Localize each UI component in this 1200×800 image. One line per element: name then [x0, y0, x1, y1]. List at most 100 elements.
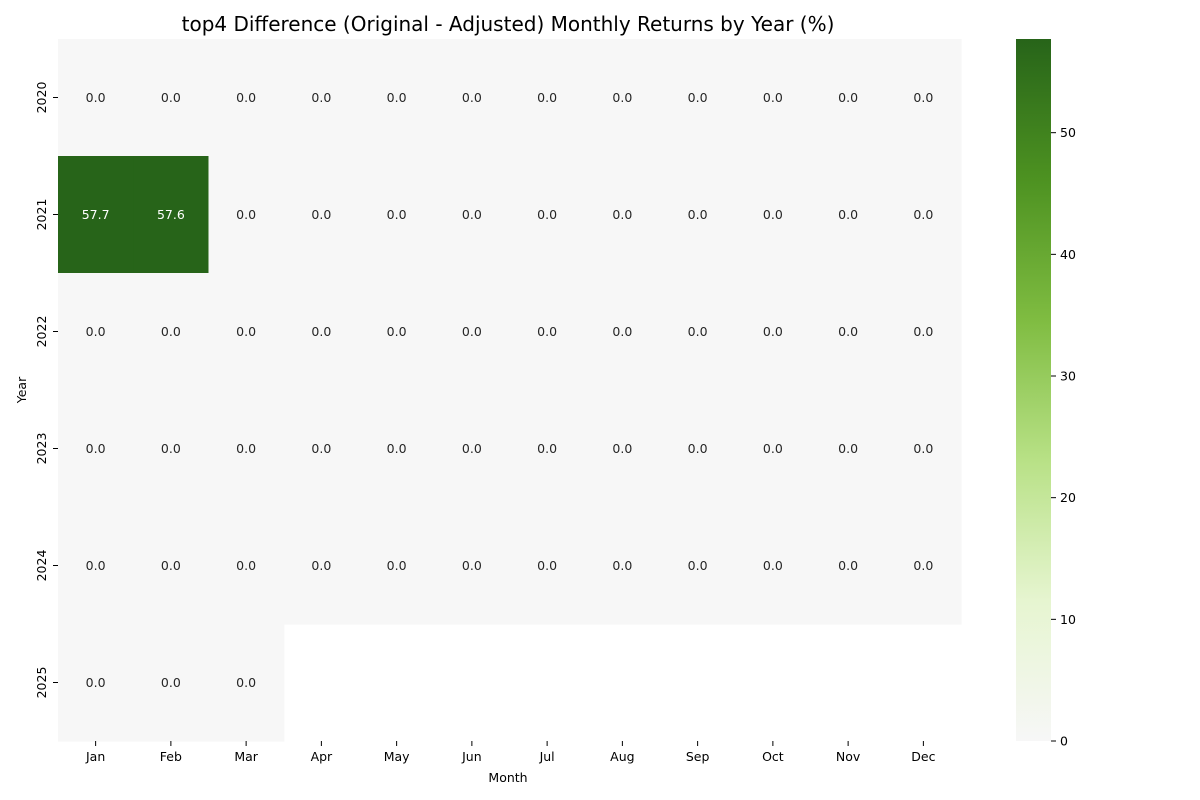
cell-label: 0.0: [612, 207, 632, 222]
cell-label: 0.0: [462, 90, 482, 105]
cell-label: 0.0: [462, 441, 482, 456]
heatmap-cell: [735, 507, 812, 625]
cell-label: 0.0: [311, 324, 331, 339]
heatmap-cell: [810, 156, 887, 274]
colorbar: 0 10 20 30 40 50: [1016, 39, 1076, 749]
cell-label: 0.0: [236, 90, 256, 105]
cell-label: 0.0: [161, 558, 181, 573]
cell-label: 0.0: [86, 324, 106, 339]
heatmap-cell: [208, 156, 285, 274]
heatmap-cell: [359, 156, 435, 274]
cell-label: 57.7: [82, 207, 110, 222]
cell-label: 0.0: [387, 207, 407, 222]
heatmap-cell: [133, 390, 210, 508]
heatmap-cell: [735, 156, 812, 274]
heatmap-cell: [133, 624, 210, 742]
heatmap-cell: [810, 390, 887, 508]
y-tick-label: 2020: [34, 82, 49, 114]
cell-label: 0.0: [387, 90, 407, 105]
cell-label: 0.0: [161, 441, 181, 456]
heatmap-cell: [660, 39, 736, 157]
colorbar-tick-label: 40: [1060, 247, 1076, 262]
x-axis-ticks: Jan Feb Mar Apr May Jun Jul Aug Sep Oct Nov Dec: [85, 741, 936, 764]
heatmap-cell: [885, 507, 962, 625]
heatmap-cell: [735, 273, 812, 391]
heatmap-cell: [885, 273, 962, 391]
heatmap-cell: [509, 156, 586, 274]
heatmap-cell: [208, 390, 285, 508]
cell-label: 0.0: [688, 324, 708, 339]
x-tick-label: Sep: [686, 749, 710, 764]
cell-label: 0.0: [537, 558, 557, 573]
heatmap-cell: [810, 273, 887, 391]
heatmap-cell-labels: 0.0 0.0 0.0 0.0 0.0 0.0 0.0 0.0 0.0 0.0 0.0 0.0 57.7…: [82, 90, 934, 690]
heatmap-cell: [434, 507, 511, 625]
cell-label: 0.0: [913, 441, 933, 456]
heatmap-cell: [584, 507, 661, 625]
heatmap-cell: [584, 156, 661, 274]
heatmap-cell: [283, 273, 360, 391]
cell-label: 0.0: [462, 558, 482, 573]
cell-label: 0.0: [86, 675, 106, 690]
cell-label: 0.0: [537, 441, 557, 456]
cell-label: 0.0: [311, 90, 331, 105]
heatmap-cell: [58, 273, 134, 391]
x-tick-label: Dec: [911, 749, 935, 764]
heatmap-cell: [208, 507, 285, 625]
heatmap-cell: [133, 507, 210, 625]
cell-label: 0.0: [913, 207, 933, 222]
heatmap-cell: [885, 39, 962, 157]
cell-label: 0.0: [86, 90, 106, 105]
colorbar-tick-label: 30: [1060, 369, 1076, 384]
cell-label: 0.0: [913, 324, 933, 339]
cell-label: 0.0: [763, 90, 783, 105]
heatmap-cell: [58, 507, 134, 625]
cell-label: 0.0: [838, 441, 858, 456]
heatmap-cell: [885, 390, 962, 508]
heatmap-cell: [58, 39, 134, 157]
heatmap-cell: [58, 624, 134, 742]
heatmap-cell: [509, 507, 586, 625]
y-axis-ticks: 2020 2021 2022 2023 2024 2025: [34, 82, 58, 698]
cell-label: 0.0: [462, 324, 482, 339]
cell-label: 0.0: [913, 558, 933, 573]
heatmap-cell: [434, 39, 511, 157]
cell-label: 0.0: [537, 90, 557, 105]
heatmap-cell: [283, 156, 360, 274]
cell-label: 0.0: [612, 441, 632, 456]
x-tick-label: Aug: [610, 749, 634, 764]
cell-label: 0.0: [612, 558, 632, 573]
heatmap-cell: [208, 273, 285, 391]
heatmap-cell: [359, 273, 435, 391]
heatmap-cell: [584, 390, 661, 508]
heatmap-cell: [735, 39, 812, 157]
heatmap-cell: [509, 390, 586, 508]
cell-label: 0.0: [763, 558, 783, 573]
cell-label: 0.0: [236, 324, 256, 339]
cell-label: 0.0: [236, 558, 256, 573]
cell-label: 0.0: [387, 441, 407, 456]
x-tick-label: Jul: [539, 749, 555, 764]
x-tick-label: Oct: [762, 749, 784, 764]
heatmap-cell: [434, 273, 511, 391]
cell-label: 0.0: [86, 558, 106, 573]
cell-label: 0.0: [688, 207, 708, 222]
cell-label: 0.0: [612, 324, 632, 339]
cell-label: 0.0: [612, 90, 632, 105]
cell-label: 0.0: [236, 675, 256, 690]
heatmap-cell: [283, 507, 360, 625]
y-tick-label: 2023: [34, 433, 49, 465]
colorbar-tick-label: 10: [1060, 612, 1076, 627]
heatmap-cell: [359, 390, 435, 508]
heatmap-cell: [434, 390, 511, 508]
cell-label: 57.6: [157, 207, 185, 222]
colorbar-tick-label: 20: [1060, 490, 1076, 505]
cell-label: 0.0: [913, 90, 933, 105]
heatmap-cell: [660, 156, 736, 274]
heatmap-cell: [359, 39, 435, 157]
heatmap-cell: [584, 39, 661, 157]
cell-label: 0.0: [86, 441, 106, 456]
heatmap-cell: [810, 39, 887, 157]
cell-label: 0.0: [838, 207, 858, 222]
y-tick-label: 2022: [34, 316, 49, 348]
